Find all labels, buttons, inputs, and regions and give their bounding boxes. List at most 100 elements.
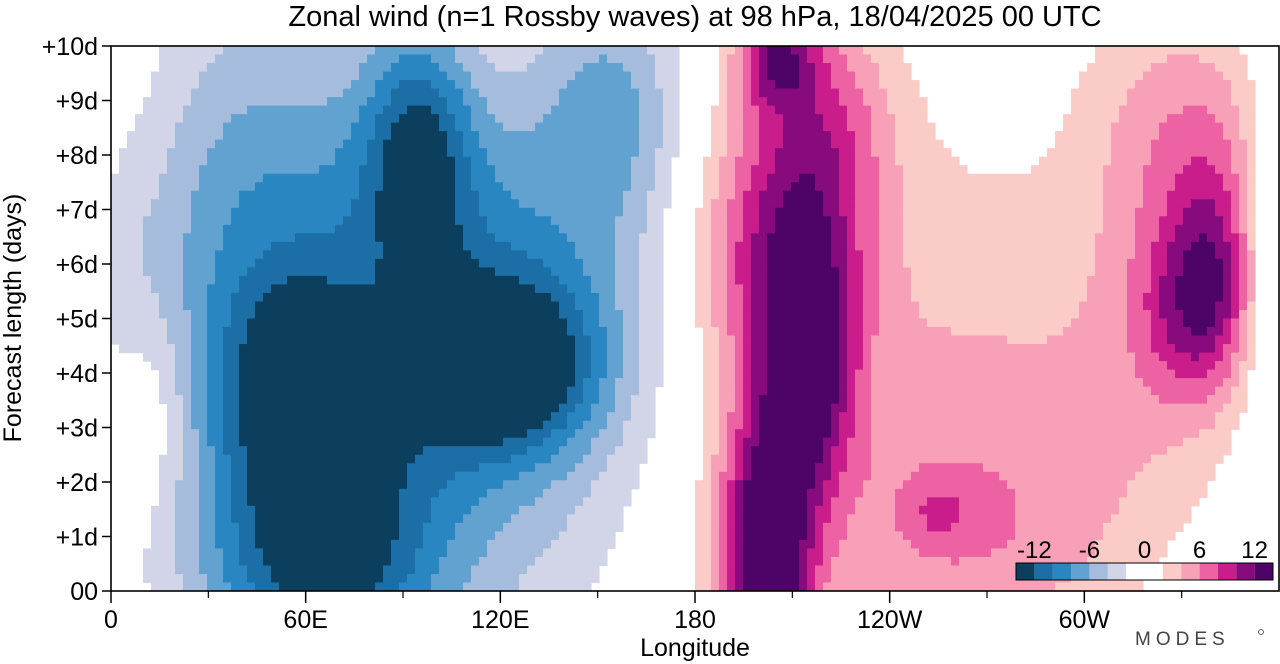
contour-cell (407, 369, 416, 379)
contour-cell (167, 105, 176, 115)
contour-cell (287, 361, 296, 371)
contour-cell (783, 165, 792, 175)
contour-cell (1071, 344, 1080, 354)
contour-cell (383, 318, 392, 328)
contour-cell (831, 224, 840, 234)
contour-cell (903, 275, 912, 286)
contour-cell (783, 344, 792, 354)
contour-cell (863, 344, 872, 354)
contour-cell (583, 207, 592, 217)
contour-cell (287, 122, 296, 132)
contour-cell (823, 105, 832, 115)
contour-cell (1159, 216, 1168, 226)
contour-cell (711, 352, 720, 362)
contour-cell (1095, 46, 1104, 56)
contour-cell (295, 122, 304, 132)
contour-cell (119, 267, 128, 277)
contour-cell (263, 309, 272, 320)
contour-cell (567, 352, 576, 362)
contour-cell (407, 97, 416, 107)
contour-cell (287, 139, 296, 149)
contour-cell (703, 327, 712, 337)
contour-cell (463, 335, 472, 345)
contour-cell (271, 250, 280, 260)
contour-cell (591, 199, 600, 209)
contour-cell (1071, 258, 1080, 269)
contour-cell (1199, 156, 1208, 166)
contour-cell (871, 335, 880, 345)
contour-cell (287, 352, 296, 362)
contour-cell (1119, 361, 1128, 371)
contour-cell (511, 182, 520, 192)
contour-cell (207, 216, 216, 226)
contour-cell (479, 216, 488, 226)
contour-cell (959, 233, 968, 243)
contour-cell (439, 207, 448, 217)
contour-cell (727, 284, 736, 294)
contour-cell (519, 250, 528, 260)
contour-cell (1047, 233, 1056, 243)
contour-cell (1055, 250, 1064, 260)
contour-cell (623, 327, 632, 337)
contour-cell (1063, 250, 1072, 260)
contour-cell (615, 190, 624, 200)
contour-cell (247, 156, 256, 166)
contour-cell (783, 335, 792, 345)
contour-cell (695, 241, 704, 251)
contour-cell (1047, 292, 1056, 303)
contour-cell (359, 80, 368, 90)
contour-cell (351, 309, 360, 320)
contour-cell (503, 318, 512, 328)
contour-cell (1207, 131, 1216, 141)
contour-cell (1103, 327, 1112, 337)
contour-cell (879, 97, 888, 107)
contour-cell (991, 190, 1000, 200)
contour-cell (327, 156, 336, 166)
contour-cell (839, 241, 848, 251)
contour-cell (1199, 105, 1208, 115)
contour-cell (1135, 165, 1144, 175)
contour-cell (1063, 335, 1072, 345)
contour-cell (215, 267, 224, 277)
contour-cell (439, 199, 448, 209)
contour-cell (191, 122, 200, 132)
contour-cell (391, 80, 400, 90)
contour-cell (599, 156, 608, 166)
contour-cell (695, 233, 704, 243)
contour-cell (263, 207, 272, 217)
contour-cell (543, 156, 552, 166)
contour-cell (1015, 335, 1024, 345)
contour-cell (1079, 80, 1088, 90)
contour-cell (607, 97, 616, 107)
contour-cell (215, 327, 224, 337)
contour-cell (1127, 131, 1136, 141)
contour-cell (463, 292, 472, 303)
contour-cell (823, 165, 832, 175)
contour-cell (279, 105, 288, 115)
contour-cell (1111, 207, 1120, 217)
contour-cell (975, 327, 984, 337)
contour-cell (735, 335, 744, 345)
contour-cell (1239, 250, 1248, 260)
contour-cell (807, 46, 816, 56)
contour-cell (143, 97, 152, 107)
contour-cell (151, 250, 160, 260)
contour-cell (1183, 199, 1192, 209)
contour-cell (759, 139, 768, 149)
contour-cell (631, 335, 640, 345)
contour-cell (439, 165, 448, 175)
contour-cell (495, 258, 504, 269)
contour-cell (615, 46, 624, 56)
contour-cell (639, 131, 648, 141)
contour-cell (719, 54, 728, 64)
contour-cell (215, 309, 224, 320)
contour-cell (119, 216, 128, 226)
contour-cell (663, 114, 672, 124)
contour-cell (711, 207, 720, 217)
contour-cell (455, 122, 464, 132)
contour-cell (519, 352, 528, 362)
contour-cell (551, 344, 560, 354)
contour-cell (1063, 114, 1072, 124)
contour-cell (567, 301, 576, 311)
contour-cell (927, 190, 936, 200)
